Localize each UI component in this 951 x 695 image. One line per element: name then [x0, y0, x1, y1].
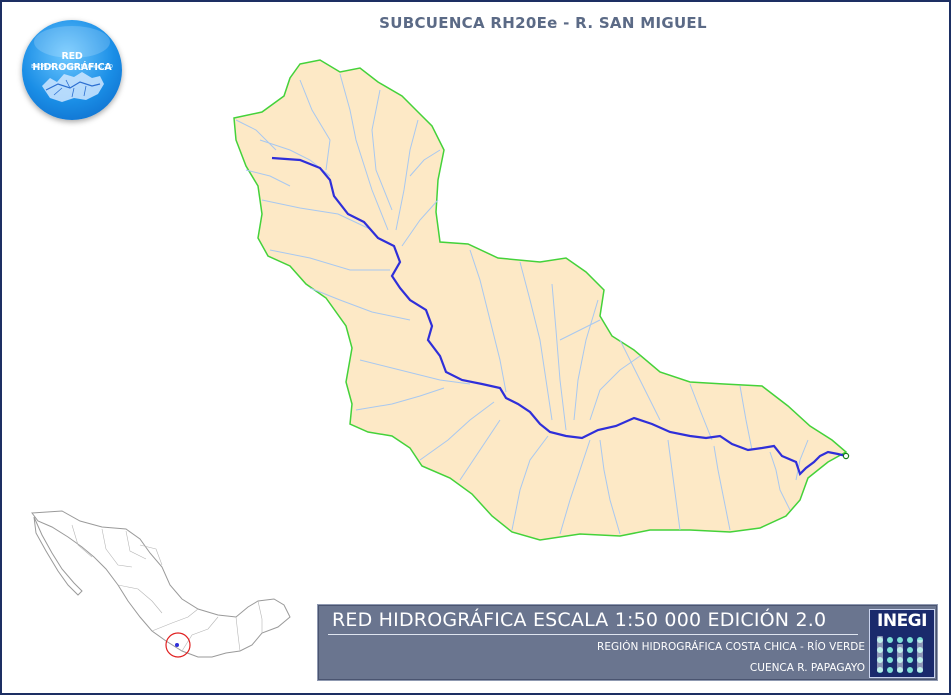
logo-title: RED HIDROGRÁFICA — [32, 51, 112, 73]
basin-polygon — [233, 59, 848, 541]
map-title: SUBCUENCA RH20Ee - R. SAN MIGUEL — [379, 14, 707, 32]
inegi-logo: INEGI — [869, 609, 935, 678]
title-banner: RED HIDROGRÁFICA ESCALA 1:50 000 EDICIÓN… — [317, 604, 938, 681]
locator-basin-dot — [175, 643, 179, 647]
banner-divider — [328, 634, 858, 635]
state-boundaries — [71, 524, 263, 652]
basin-outlet-marker — [842, 452, 850, 460]
mexico-outline — [31, 510, 291, 658]
inegi-brand: INEGI — [877, 611, 927, 631]
baja-california — [33, 516, 83, 596]
tributary-streams — [235, 73, 809, 535]
banner-region: REGIÓN HIDROGRÁFICA COSTA CHICA - RÍO VE… — [597, 641, 865, 653]
basin-map — [233, 59, 850, 541]
main-river-san-miguel — [271, 156, 847, 477]
locator-highlight-ring — [165, 632, 191, 658]
red-hidrografica-logo: RED HIDROGRÁFICA ESCALA 1:50 000 Edición… — [22, 20, 122, 120]
logo-subtitle: ESCALA 1:50 000 Edición: 2.0 — [31, 64, 113, 70]
inegi-dots-icon — [877, 636, 923, 673]
banner-title: RED HIDROGRÁFICA ESCALA 1:50 000 EDICIÓN… — [332, 609, 827, 631]
mexico-locator-map — [31, 510, 291, 658]
banner-cuenca: CUENCA R. PAPAGAYO — [749, 662, 865, 674]
logo-basin-icon — [34, 26, 110, 102]
